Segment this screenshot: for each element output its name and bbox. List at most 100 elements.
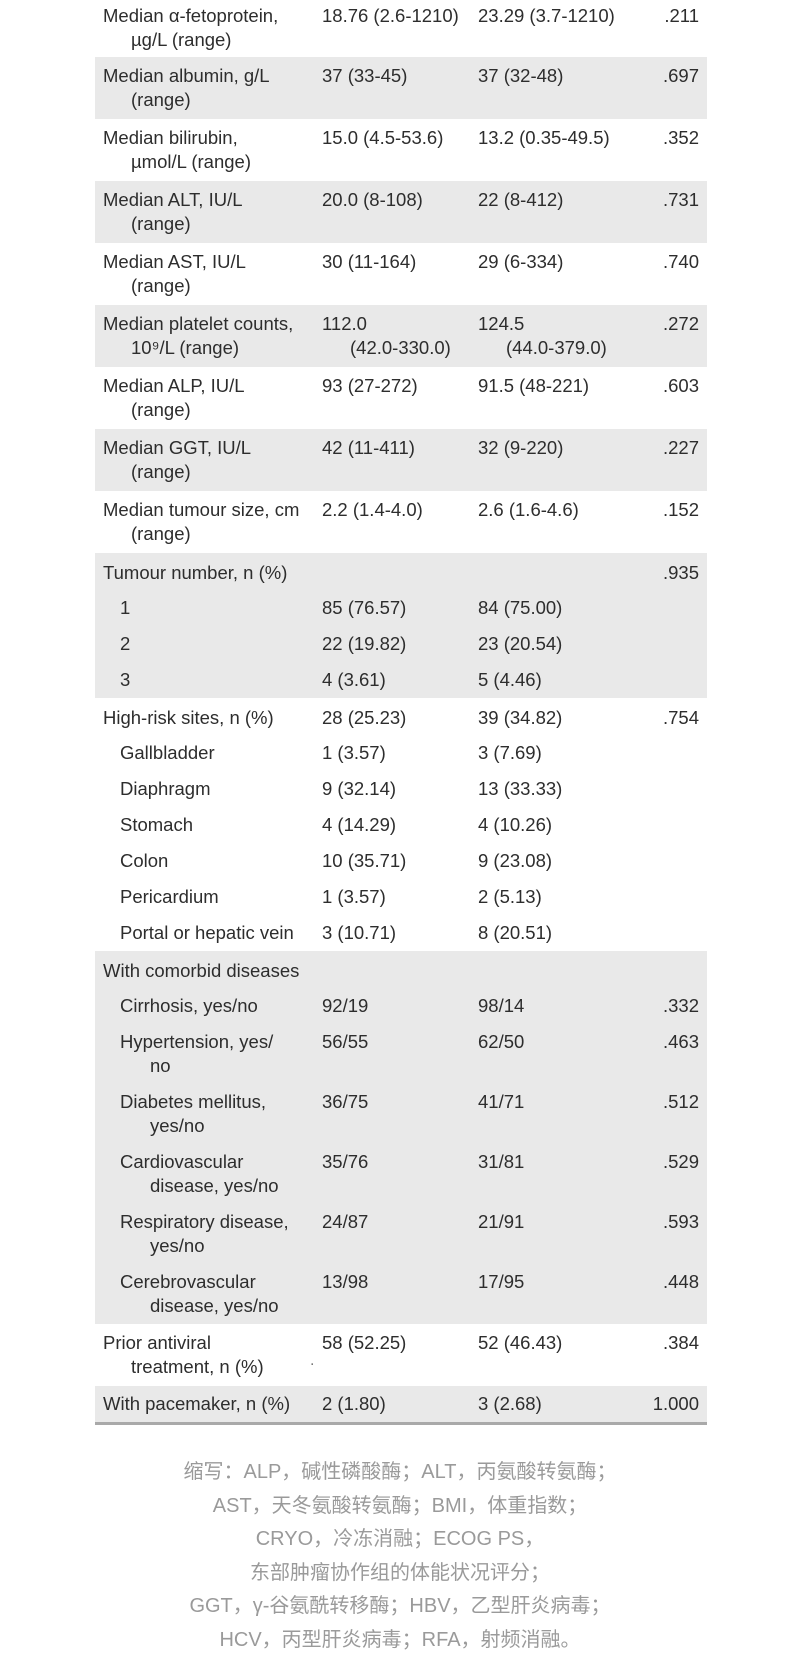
table-row-tumour-number-2: 2 22 (19.82) 23 (20.54) (95, 626, 707, 662)
table-row-antiviral: Prior antiviral treatment, n (%) 58 (52.2… (95, 1324, 707, 1386)
group1-value: 24/87 (322, 1211, 369, 1232)
p-value: .384 (662, 1332, 699, 1353)
row-label: Median GGT, IU/L (range) (103, 437, 252, 482)
row-label: Tumour number, n (%) (103, 562, 288, 583)
table-row-tumour-number: Tumour number, n (%) .935 (95, 553, 707, 590)
group1-value: 18.76 (2.6-1210) (322, 5, 459, 26)
group2-value: 23.29 (3.7-1210) (478, 5, 615, 26)
row-label: High-risk sites, n (%) (103, 707, 274, 728)
table-row-colon: Colon 10 (35.71) 9 (23.08) (95, 843, 707, 879)
group2-value: 9 (23.08) (478, 850, 553, 871)
group2-value: 41/71 (478, 1091, 525, 1112)
table-row-platelet: Median platelet counts, 10⁹/L (range) 112… (95, 305, 707, 367)
row-label: With comorbid diseases (103, 960, 300, 981)
table-row-tumour-number-1: 1 85 (76.57) 84 (75.00) (95, 590, 707, 626)
group1-value: 28 (25.23) (322, 707, 407, 728)
row-label: Median ALT, IU/L (range) (103, 189, 243, 234)
group1-value: 85 (76.57) (322, 597, 407, 618)
group1-value: 37 (33-45) (322, 65, 408, 86)
group1-value: 36/75 (322, 1091, 369, 1112)
row-label: Median platelet counts, 10⁹/L (range) (103, 313, 294, 358)
abbreviations-footnote: 缩写：ALP，碱性磷酸酶；ALT，丙氨酸转氨酶； AST，天冬氨酸转氨酶；BMI… (0, 1456, 800, 1657)
row-label: Cardiovascular disease, yes/no (120, 1151, 279, 1196)
group1-value: 1 (3.57) (322, 742, 386, 763)
p-value: .935 (662, 562, 699, 583)
table-row-alt: Median ALT, IU/L (range) 20.0 (8-108) 22 … (95, 181, 707, 243)
table-row-comorbid-header: With comorbid diseases (95, 951, 707, 988)
group2-value: 3 (7.69) (478, 742, 542, 763)
p-value: .697 (662, 65, 699, 86)
group2-value: 84 (75.00) (478, 597, 563, 618)
row-label: Stomach (120, 814, 194, 835)
table-row-pacemaker: With pacemaker, n (%) 2 (1.80) 3 (2.68) … (95, 1386, 707, 1422)
row-label: Colon (120, 850, 169, 871)
row-label: Diaphragm (120, 778, 211, 799)
p-value: .731 (662, 189, 699, 210)
group1-value: 92/19 (322, 995, 369, 1016)
p-value: .272 (662, 313, 699, 334)
table-row-cirrhosis: Cirrhosis, yes/no 92/19 98/14 .332 (95, 988, 707, 1024)
group1-value: 15.0 (4.5-53.6) (322, 127, 444, 148)
group1-value: 4 (14.29) (322, 814, 397, 835)
table-row-respiratory: Respiratory disease, yes/no 24/87 21/91 .… (95, 1204, 707, 1264)
p-value: .529 (662, 1151, 699, 1172)
table-row-high-risk-sites: High-risk sites, n (%) 28 (25.23) 39 (34… (95, 698, 707, 735)
table-row-gallbladder: Gallbladder 1 (3.57) 3 (7.69) (95, 735, 707, 771)
group2-value: 39 (34.82) (478, 707, 563, 728)
group2-value: 4 (10.26) (478, 814, 553, 835)
row-label: Median tumour size, cm (range) (103, 499, 300, 544)
group2-value: 13.2 (0.35-49.5) (478, 127, 610, 148)
group2-value: 124.5 (44.0-379.0) (478, 313, 607, 358)
p-value: .463 (662, 1031, 699, 1052)
group1-value: 3 (10.71) (322, 922, 397, 943)
group2-value: 2 (5.13) (478, 886, 542, 907)
baseline-characteristics-table: Median α-fetoprotein, µg/L (range) 18.76 … (95, 0, 707, 1425)
row-label: 2 (120, 633, 131, 654)
table-row-pericardium: Pericardium 1 (3.57) 2 (5.13) (95, 879, 707, 915)
footnote-line: AST，天冬氨酸转氨酶；BMI，体重指数； (212, 1494, 588, 1517)
group1-value: 112.0 (42.0-330.0) (322, 313, 451, 358)
p-value: .227 (662, 437, 699, 458)
table-row-stomach: Stomach 4 (14.29) 4 (10.26) (95, 807, 707, 843)
table-row-bilirubin: Median bilirubin, µmol/L (range) 15.0 (4.… (95, 119, 707, 181)
group1-value: 42 (11-411) (322, 437, 415, 458)
group2-value: 32 (9-220) (478, 437, 564, 458)
table-row-alp: Median ALP, IU/L (range) 93 (27-272) 91.5… (95, 367, 707, 429)
table-row-afp: Median α-fetoprotein, µg/L (range) 18.76 … (95, 0, 707, 57)
row-label: Diabetes mellitus, yes/no (120, 1091, 267, 1136)
group1-value: 10 (35.71) (322, 850, 407, 871)
row-label: Median AST, IU/L (range) (103, 251, 246, 296)
p-value: .211 (664, 5, 699, 26)
group2-value: 13 (33.33) (478, 778, 563, 799)
group1-value: 9 (32.14) (322, 778, 397, 799)
group1-value: 2.2 (1.4-4.0) (322, 499, 423, 520)
group1-value: 30 (11-164) (322, 251, 417, 272)
row-label: Cerebrovascular disease, yes/no (120, 1271, 279, 1316)
group1-value: 22 (19.82) (322, 633, 407, 654)
table-row-cerebrovascular: Cerebrovascular disease, yes/no 13/98 17/… (95, 1264, 707, 1324)
group1-value: 4 (3.61) (322, 669, 386, 690)
footnote-line: CRYO，冷冻消融；ECOG PS， (255, 1528, 545, 1550)
table-row-hypertension: Hypertension, yes/no 56/55 62/50 .463 (95, 1024, 707, 1084)
group2-value: 17/95 (478, 1271, 525, 1292)
table-row-tumour-size: Median tumour size, cm (range) 2.2 (1.4-4… (95, 491, 707, 553)
table-row-diabetes: Diabetes mellitus, yes/no 36/75 41/71 .51… (95, 1084, 707, 1144)
group1-value: 93 (27-272) (322, 375, 418, 396)
group1-value: 35/76 (322, 1151, 369, 1172)
group2-value: 62/50 (478, 1031, 525, 1052)
group2-value: 91.5 (48-221) (478, 375, 590, 396)
row-label: Gallbladder (120, 742, 215, 763)
group1-value: 58 (52.25) (322, 1332, 407, 1353)
row-label: Hypertension, yes/no (120, 1031, 274, 1076)
row-label: Portal or hepatic vein (120, 922, 294, 943)
table-row-cardiovascular: Cardiovascular disease, yes/no 35/76 31/8… (95, 1144, 707, 1204)
group2-value: 21/91 (478, 1211, 525, 1232)
p-value: 1.000 (652, 1393, 699, 1414)
group2-value: 8 (20.51) (478, 922, 553, 943)
group2-value: 29 (6-334) (478, 251, 564, 272)
group1-value: 2 (1.80) (322, 1393, 386, 1414)
table-row-portal-vein: Portal or hepatic vein 3 (10.71) 8 (20.5… (95, 915, 707, 951)
group2-value: 52 (46.43) (478, 1332, 563, 1353)
footnote-line: 缩写：ALP，碱性磷酸酶；ALT，丙氨酸转氨酶； (183, 1461, 617, 1483)
table-row-albumin: Median albumin, g/L (range) 37 (33-45) 37… (95, 57, 707, 119)
